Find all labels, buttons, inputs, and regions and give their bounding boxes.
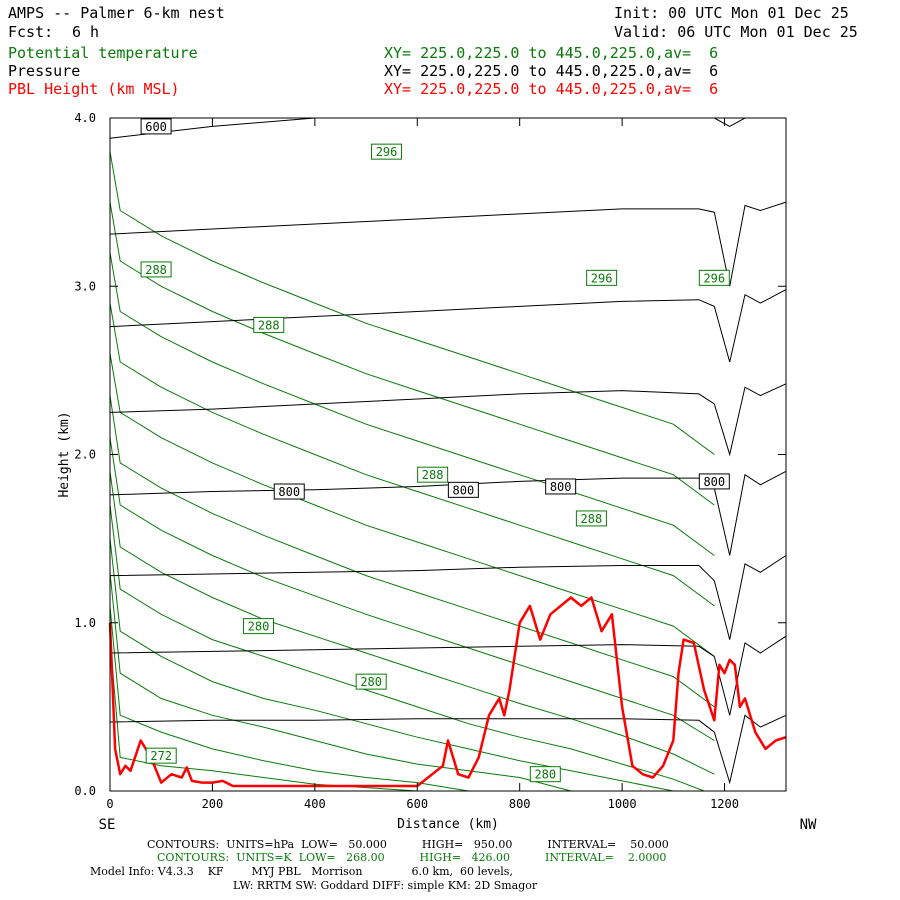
theta-label: 280 [248, 620, 270, 634]
theta-label-box [586, 269, 618, 286]
theta-label-box [371, 143, 403, 160]
footer-model-info: Model Info: V4.3.3 KF MYJ PBL Morrison 6… [90, 865, 513, 878]
plot-frame [109, 117, 787, 792]
theta-label-box [417, 466, 449, 483]
theta-contour-274 [109, 605, 469, 792]
theta-label: 288 [258, 318, 280, 332]
chart-title: AMPS -- Palmer 6-km nest [8, 4, 225, 22]
theta-label: 288 [422, 468, 444, 482]
pressure-label: 800 [703, 475, 725, 489]
footer-pressure-contours: CONTOURS: UNITS=hPa LOW= 50.000 HIGH= 95… [147, 838, 669, 851]
pressure-label: 800 [550, 480, 572, 494]
field-pbl-label: PBL Height (km MSL) [8, 80, 180, 98]
theta-contour-288 [109, 353, 715, 657]
xy-pressure: XY= 225.0,225.0 to 445.0,225.0,av= 6 [384, 62, 719, 80]
footer-theta-contours: CONTOURS: UNITS=K LOW= 268.00 HIGH= 426.… [157, 851, 667, 864]
x-tick-label: 600 [406, 797, 428, 811]
y-tick-label: 0.0 [74, 784, 96, 798]
x-axis-label: Distance (km) [397, 817, 499, 832]
xy-pbl: XY= 225.0,225.0 to 445.0,225.0,av= 6 [384, 80, 719, 98]
pbl-height-line [108, 596, 787, 788]
pressure-contour-750 [109, 383, 787, 457]
theta-contour-276 [109, 572, 572, 792]
y-axis-label: Height (km) [57, 411, 72, 497]
theta-label: 280 [534, 768, 556, 782]
y-tick-label: 4.0 [74, 111, 96, 125]
forecast-label: Fcst: [8, 23, 54, 41]
pressure-contour-950 [109, 714, 787, 785]
theta-label: 296 [376, 145, 398, 159]
theta-contour-294 [109, 202, 715, 506]
theta-contour-282 [109, 471, 715, 775]
x-tick-label: 1200 [710, 797, 739, 811]
pressure-label: 800 [453, 483, 475, 497]
pressure-label-box [273, 483, 305, 500]
x-tick-label: 800 [509, 797, 531, 811]
x-tick-label: 1000 [608, 797, 637, 811]
theta-label-box [140, 261, 172, 278]
pressure-label-box [698, 473, 730, 490]
x-tick-label: 200 [202, 797, 224, 811]
theta-contour-286 [109, 395, 715, 708]
theta-label-box [698, 269, 730, 286]
init-time: Init: 00 UTC Mon 01 Dec 25 [614, 4, 849, 22]
field-pressure-label: Pressure [8, 62, 81, 80]
field-theta-label: Potential temperature [8, 44, 198, 62]
nw-end-label: NW [800, 817, 817, 833]
theta-contour-290 [109, 303, 715, 607]
theta-label-box [145, 747, 177, 764]
pressure-contour-600 [109, 117, 786, 139]
y-tick-label: 1.0 [74, 616, 96, 630]
forecast-value: 6 h [72, 23, 100, 41]
theta-label: 296 [591, 271, 613, 285]
theta-label-box [529, 766, 561, 783]
pressure-contour-650 [109, 201, 787, 287]
theta-contour-292 [109, 252, 715, 556]
theta-label: 288 [581, 512, 603, 526]
theta-label-box [253, 316, 285, 333]
theta-label-box [243, 618, 275, 635]
pressure-label: 800 [278, 485, 300, 499]
se-end-label: SE [99, 817, 116, 833]
theta-contour-278 [109, 538, 674, 792]
theta-label: 280 [360, 675, 382, 689]
theta-label-box [355, 673, 387, 690]
theta-contour-284 [109, 437, 715, 741]
pressure-label: 600 [145, 120, 167, 134]
pressure-contour-850 [109, 555, 787, 640]
theta-contour-296 [109, 151, 715, 455]
valid-time: Valid: 06 UTC Mon 01 Dec 25 [614, 23, 858, 41]
xy-theta: XY= 225.0,225.0 to 445.0,225.0,av= 6 [384, 44, 719, 62]
theta-label: 288 [145, 263, 167, 277]
theta-label: 296 [703, 271, 725, 285]
pressure-label-box [447, 481, 479, 498]
theta-label-box [575, 510, 607, 527]
pressure-label-box [545, 478, 577, 495]
x-tick-label: 400 [304, 797, 326, 811]
pressure-contour-900 [109, 635, 787, 716]
y-tick-label: 2.0 [74, 448, 96, 462]
theta-contour-280 [109, 504, 705, 792]
pressure-contour-700 [109, 289, 787, 363]
theta-label: 272 [150, 749, 172, 763]
y-tick-label: 3.0 [74, 279, 96, 293]
x-tick-label: 0 [106, 797, 113, 811]
footer-physics: LW: RRTM SW: Goddard DIFF: simple KM: 2D… [233, 879, 538, 892]
pressure-label-box [140, 118, 172, 135]
